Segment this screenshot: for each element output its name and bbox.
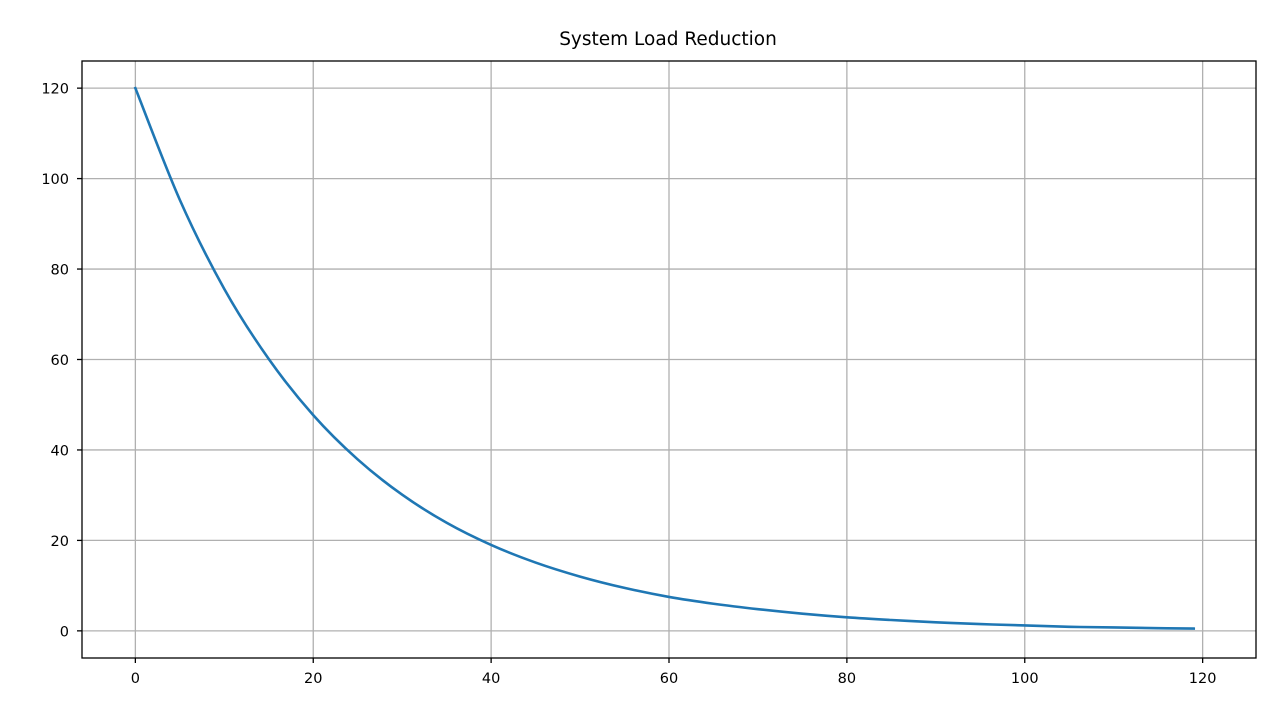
- y-tick-label: 100: [41, 172, 69, 188]
- series-layer: [133, 86, 1196, 630]
- series-line-0: [133, 86, 1196, 630]
- x-tick-label: 80: [838, 671, 856, 687]
- x-tick-label: 100: [1011, 671, 1039, 687]
- y-tick-label: 60: [51, 353, 69, 369]
- x-tick-label: 0: [131, 671, 140, 687]
- x-axis: 0 20 40 60 80 100 120: [131, 658, 1217, 687]
- x-tick-label: 60: [660, 671, 678, 687]
- y-tick-label: 40: [51, 443, 69, 459]
- x-tick-label: 40: [482, 671, 500, 687]
- y-tick-label: 80: [51, 263, 69, 279]
- x-tick-label: 120: [1189, 671, 1217, 687]
- y-tick-label: 0: [60, 624, 69, 640]
- x-tick-label: 20: [304, 671, 322, 687]
- grid: [82, 61, 1256, 658]
- y-tick-label: 120: [41, 82, 69, 98]
- y-tick-label: 20: [51, 534, 69, 550]
- chart-title: System Load Reduction: [559, 29, 777, 50]
- y-axis: 0 20 40 60 80 100 120: [41, 82, 82, 640]
